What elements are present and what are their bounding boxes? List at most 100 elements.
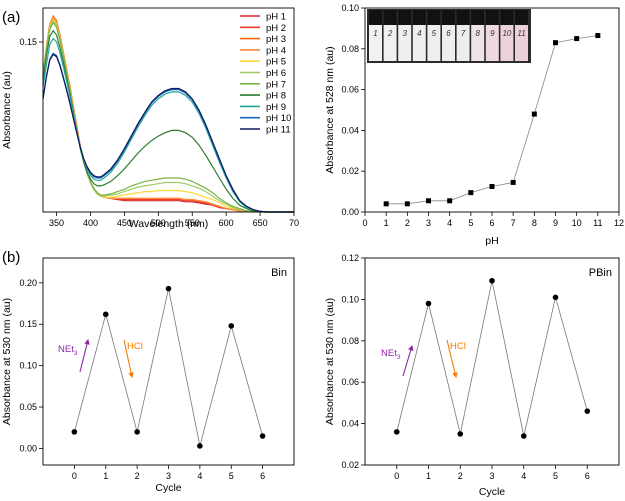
- legend-entry: pH 7: [266, 79, 286, 90]
- x-axis-label: Cycle: [479, 486, 505, 498]
- legend-entry: pH 2: [266, 23, 286, 34]
- vial-cap: [515, 10, 528, 25]
- vial-number: 10: [502, 29, 511, 38]
- vial-cap: [485, 10, 499, 25]
- vial-liquid: [485, 25, 499, 61]
- arrow-down-icon: [446, 339, 458, 379]
- vial-number: 7: [461, 29, 466, 38]
- x-tick-label: 5: [553, 471, 558, 481]
- x-tick-label: 10: [572, 218, 582, 228]
- y-tick-label: 0.10: [19, 361, 37, 371]
- plot-frame: [364, 257, 620, 466]
- legend-entry: pH 11: [266, 125, 291, 136]
- x-tick-label: 650: [253, 218, 268, 228]
- y-tick-label: 0.10: [341, 294, 359, 304]
- vial-cap: [442, 10, 455, 25]
- vial-number: 2: [387, 29, 393, 38]
- legend-entry: pH 4: [266, 45, 286, 56]
- x-axis-label: Cycle: [155, 482, 181, 494]
- plot-frame: [42, 7, 295, 213]
- annotation-hcl: HCl: [127, 341, 143, 352]
- legend-entry: pH 5: [266, 57, 286, 68]
- x-tick-label: 500: [151, 218, 166, 228]
- data-point: [552, 294, 559, 301]
- y-tick-label: 0.20: [19, 278, 37, 288]
- x-tick-label: 6: [260, 471, 265, 481]
- series-line-ph-10: [42, 52, 294, 213]
- y-tick-label: 0.15: [19, 37, 37, 47]
- data-point: [134, 429, 140, 435]
- legend-entry: pH 3: [266, 34, 286, 45]
- x-tick-label: 8: [532, 218, 537, 228]
- y-tick-label: 0.04: [341, 125, 359, 135]
- x-tick-label: 350: [49, 218, 64, 228]
- y-tick-label: 0.05: [19, 402, 37, 412]
- vial-liquid: [515, 25, 528, 61]
- vial-liquid: [369, 25, 382, 61]
- data-point: [259, 433, 266, 439]
- data-point: [584, 408, 591, 414]
- data-line: [396, 280, 588, 437]
- data-point: [404, 201, 410, 207]
- vial-liquid: [398, 25, 412, 61]
- y-tick-label: 0.15: [19, 319, 37, 329]
- chart-bin-cycles: 0 1 2 3 4 5 6 0.00 0.05 0.10 0.15 0.20 Cycle Absorban…: [1, 257, 295, 494]
- vial-number: 11: [517, 29, 525, 38]
- y-tick-label: 0.12: [341, 253, 359, 263]
- vial-cap: [398, 10, 412, 25]
- data-point: [457, 431, 464, 437]
- x-tick-label: 600: [219, 218, 234, 228]
- data-point: [447, 198, 453, 204]
- panel-label-a: (a): [2, 9, 20, 26]
- series-line-ph-8: [42, 29, 294, 213]
- x-tick-label: 2: [458, 471, 463, 481]
- vial-liquid: [442, 25, 455, 61]
- vial-cap: [369, 10, 382, 25]
- data-point: [574, 36, 580, 42]
- x-tick-label: 1: [384, 218, 389, 228]
- y-tick-label: 0.02: [341, 166, 359, 176]
- x-tick-label: 4: [197, 471, 202, 481]
- vial-liquid: [500, 25, 514, 61]
- vial-number: 1: [373, 29, 377, 38]
- x-tick-label: 4: [447, 218, 452, 228]
- x-tick-label: 9: [553, 218, 558, 228]
- x-tick-label: 2: [135, 471, 140, 481]
- data-point: [553, 40, 558, 46]
- vial-liquid: [412, 25, 426, 61]
- series-line-ph-9: [42, 37, 294, 213]
- legend-entry: pH 1: [266, 12, 286, 23]
- data-point: [426, 198, 431, 204]
- annotation-net3: NEt3: [58, 344, 78, 357]
- vial-cap: [456, 10, 470, 25]
- x-tick-label: 12: [614, 218, 624, 228]
- x-tick-label: 550: [185, 218, 200, 228]
- vial-cap: [383, 10, 397, 25]
- chart-title: Bin: [271, 267, 287, 279]
- vial-number: 6: [446, 29, 451, 38]
- legend-entry: pH 8: [266, 91, 286, 102]
- y-tick-label: 0.04: [341, 419, 359, 429]
- x-tick-label: 3: [426, 218, 431, 228]
- series-line-ph-7: [42, 21, 294, 213]
- x-tick-label: 5: [468, 218, 473, 228]
- x-tick-label: 6: [585, 471, 590, 481]
- vial-cap: [427, 10, 441, 25]
- annotation-net3: NEt3: [381, 348, 401, 361]
- vial-cap: [412, 10, 426, 25]
- legend-entry: pH 6: [266, 68, 286, 79]
- vial-number: 4: [417, 29, 422, 38]
- x-tick-label: 400: [83, 218, 98, 228]
- vial-number: 9: [490, 29, 495, 38]
- x-tick-label: 450: [117, 218, 132, 228]
- arrow-down-icon: [123, 339, 134, 379]
- y-tick-label: 0.08: [341, 336, 359, 346]
- data-point: [489, 277, 495, 284]
- y-tick-label: 0.08: [341, 44, 359, 54]
- chart-ph-absorbance: 0 1 2 3 4 5 6 7 8 9 10 11 120.000.020.040.060.080.10…: [324, 3, 624, 247]
- x-tick-label: 0: [362, 218, 367, 228]
- data-point: [197, 443, 203, 449]
- vial-number: 3: [402, 29, 407, 38]
- y-tick-label: 0.00: [341, 207, 359, 217]
